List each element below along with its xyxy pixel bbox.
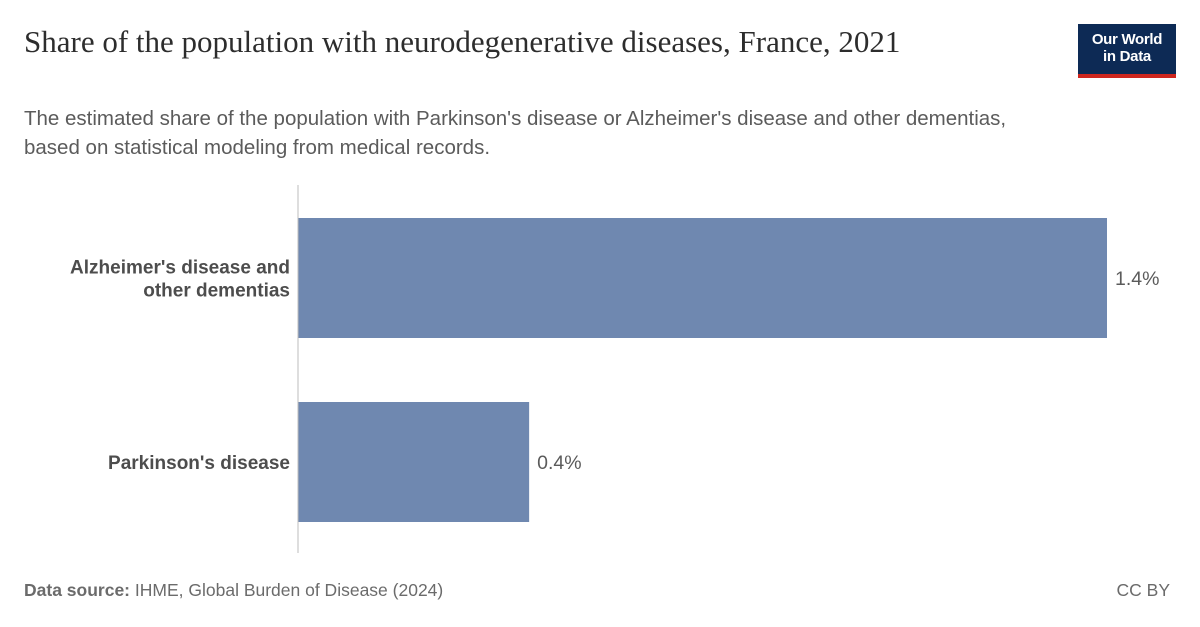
bar-alzheimers[interactable] (298, 218, 1107, 338)
category-label: Parkinson's disease (108, 453, 290, 474)
chart-title: Share of the population with neurodegene… (24, 24, 901, 59)
chart-subtitle: The estimated share of the population wi… (24, 107, 1007, 159)
license-link[interactable]: CC BY (1116, 580, 1170, 600)
value-label: 0.4% (537, 452, 581, 474)
category-label: Alzheimer's disease and (70, 258, 290, 279)
our-world-in-data-logo[interactable]: Our World in Data (1078, 24, 1176, 78)
data-source-link[interactable]: IHME, Global Burden of Disease (2024) (134, 580, 444, 600)
bar-parkinsons[interactable] (298, 402, 530, 522)
category-label: other dementias (143, 281, 290, 302)
data-source: Data source: IHME, Global Burden of Dise… (24, 580, 443, 601)
logo-line-1: Our World (1091, 31, 1163, 48)
data-source-label: Data source: (24, 580, 131, 600)
logo-line-2: in Data (1103, 48, 1151, 65)
value-label: 1.4% (1115, 268, 1159, 290)
